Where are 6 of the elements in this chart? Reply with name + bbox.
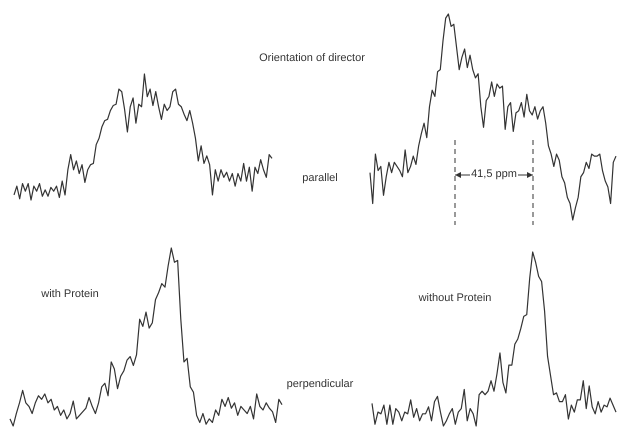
annotation: 41,5 ppm xyxy=(471,168,517,180)
text: perpendicular xyxy=(286,378,354,390)
text: Orientation of director xyxy=(259,52,365,64)
annotation: with Protein xyxy=(41,288,99,300)
text: parallel xyxy=(302,172,338,184)
annotation: without Protein xyxy=(418,292,492,304)
